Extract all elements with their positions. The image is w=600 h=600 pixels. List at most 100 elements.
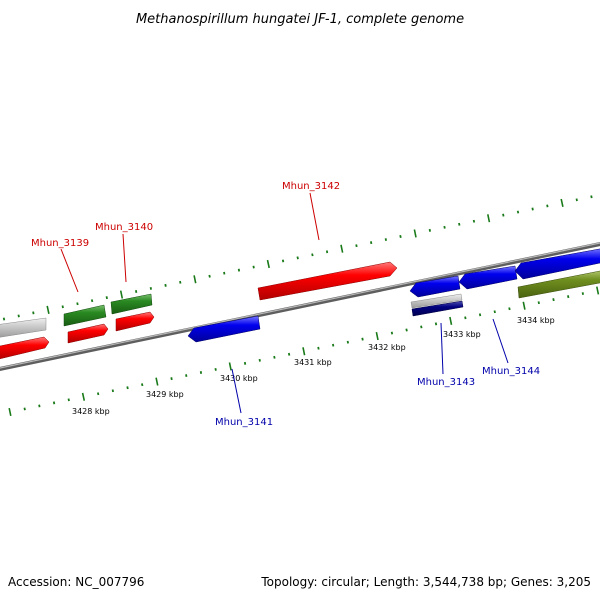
- tick-label-3429: 3429 kbp: [146, 390, 184, 399]
- gene-navy-3143[interactable]: [411, 300, 464, 317]
- gene-pseudo-left[interactable]: [0, 317, 47, 338]
- outer-major-tick: [46, 305, 50, 314]
- gene-label-mhun-3144[interactable]: Mhun_3144: [482, 366, 540, 377]
- outer-minor-tick: [458, 222, 461, 226]
- inner-minor-tick: [434, 322, 438, 326]
- inner-minor-tick: [97, 392, 100, 396]
- gene-forward-left-edge[interactable]: [0, 336, 50, 360]
- inner-minor-tick: [52, 401, 56, 405]
- gene-reverse-3144[interactable]: [458, 265, 518, 290]
- tick-label-3431: 3431 kbp: [294, 358, 332, 367]
- inner-minor-tick: [287, 352, 291, 356]
- outer-minor-tick: [428, 228, 431, 232]
- outer-minor-tick: [17, 314, 20, 318]
- outer-minor-tick: [296, 256, 299, 260]
- tick-label-3432: 3432 kbp: [368, 343, 406, 352]
- map-title: Methanospirillum hungatei JF-1, complete…: [136, 12, 464, 27]
- inner-minor-tick: [508, 307, 511, 311]
- tick-labels: 3428 kbp 3429 kbp 3430 kbp 3431 kbp 3432…: [72, 316, 555, 416]
- outer-minor-tick: [370, 241, 373, 245]
- gene-label-mhun-3139[interactable]: Mhun_3139: [31, 238, 89, 249]
- outer-minor-tick: [281, 259, 285, 263]
- inner-major-tick: [8, 407, 12, 417]
- outer-minor-tick: [399, 234, 402, 239]
- gene-label-mhun-3141[interactable]: Mhun_3141: [215, 417, 273, 428]
- leader-lines: [60, 192, 509, 414]
- inner-minor-tick: [552, 298, 555, 302]
- outer-minor-tick: [208, 274, 211, 278]
- outer-major-tick: [560, 198, 564, 207]
- gene-rna-right[interactable]: [110, 293, 153, 315]
- outer-minor-tick: [237, 268, 241, 272]
- outer-minor-tick: [311, 253, 314, 257]
- inner-major-tick: [522, 301, 526, 310]
- outer-minor-tick: [575, 198, 578, 202]
- inner-major-tick: [375, 331, 379, 341]
- outer-minor-tick: [149, 287, 152, 290]
- outer-minor-tick: [2, 317, 6, 321]
- inner-minor-tick: [273, 355, 276, 359]
- inner-minor-tick: [464, 316, 467, 320]
- outer-minor-tick: [472, 219, 476, 223]
- inner-major-tick: [81, 392, 86, 401]
- tick-label-3430: 3430 kbp: [220, 374, 258, 383]
- outer-minor-tick: [32, 311, 35, 315]
- inner-minor-tick: [420, 325, 423, 329]
- gene-forward-3139[interactable]: [67, 323, 109, 344]
- inner-minor-tick: [185, 374, 188, 377]
- inner-minor-tick: [317, 346, 320, 350]
- outer-major-tick: [119, 290, 124, 299]
- inner-minor-tick: [493, 310, 496, 314]
- outer-minor-tick: [384, 238, 387, 241]
- gene-forward-3140[interactable]: [115, 311, 155, 332]
- accession-text: Accession: NC_007796: [8, 575, 144, 589]
- inner-minor-tick: [258, 358, 261, 362]
- outer-minor-tick: [135, 290, 138, 293]
- outer-minor-tick: [516, 210, 520, 214]
- inner-minor-tick: [332, 343, 335, 347]
- outer-minor-tick: [164, 283, 167, 287]
- gene-features: [0, 248, 600, 360]
- outer-major-tick: [193, 275, 197, 284]
- inner-minor-tick: [199, 371, 203, 374]
- genome-backbone: [0, 241, 600, 372]
- outer-minor-tick: [502, 213, 505, 217]
- inner-major-tick: [449, 316, 453, 325]
- outer-minor-tick: [252, 265, 255, 269]
- inner-minor-tick: [141, 383, 144, 387]
- outer-minor-tick: [223, 271, 226, 275]
- outer-minor-tick: [179, 280, 182, 284]
- outer-minor-tick: [546, 204, 549, 208]
- outer-major-tick: [266, 259, 270, 269]
- outer-minor-tick: [531, 207, 534, 211]
- outer-minor-tick: [325, 250, 329, 254]
- gene-forward-3142[interactable]: [257, 261, 398, 301]
- tick-label-3433: 3433 kbp: [443, 330, 481, 339]
- inner-minor-tick: [478, 313, 482, 317]
- inner-minor-tick: [111, 389, 114, 393]
- outer-major-tick: [487, 214, 491, 223]
- gene-rna-left[interactable]: [63, 304, 107, 327]
- gene-label-mhun-3140[interactable]: Mhun_3140: [95, 222, 153, 233]
- gene-label-mhun-3143[interactable]: Mhun_3143: [417, 377, 475, 388]
- gene-olive-right[interactable]: [517, 270, 600, 299]
- gene-reverse-3141[interactable]: [187, 315, 261, 343]
- tick-label-3428: 3428 kbp: [72, 407, 110, 416]
- outer-minor-tick: [90, 299, 94, 303]
- gene-label-mhun-3142[interactable]: Mhun_3142: [282, 181, 340, 192]
- gene-pseudo-3143[interactable]: [410, 293, 463, 309]
- tick-label-3434: 3434 kbp: [517, 316, 555, 325]
- outer-major-tick: [340, 244, 344, 253]
- inner-minor-tick: [567, 295, 570, 299]
- inner-minor-tick: [126, 386, 129, 390]
- inner-major-tick: [302, 347, 306, 356]
- outer-minor-tick: [61, 305, 64, 309]
- inner-minor-tick: [243, 361, 247, 365]
- outer-tick-ruler: [2, 195, 593, 321]
- outer-minor-tick: [105, 296, 108, 300]
- gene-reverse-right-edge[interactable]: [514, 248, 600, 280]
- inner-minor-tick: [214, 368, 217, 371]
- gene-reverse-3143[interactable]: [409, 275, 461, 298]
- inner-minor-tick: [390, 331, 394, 335]
